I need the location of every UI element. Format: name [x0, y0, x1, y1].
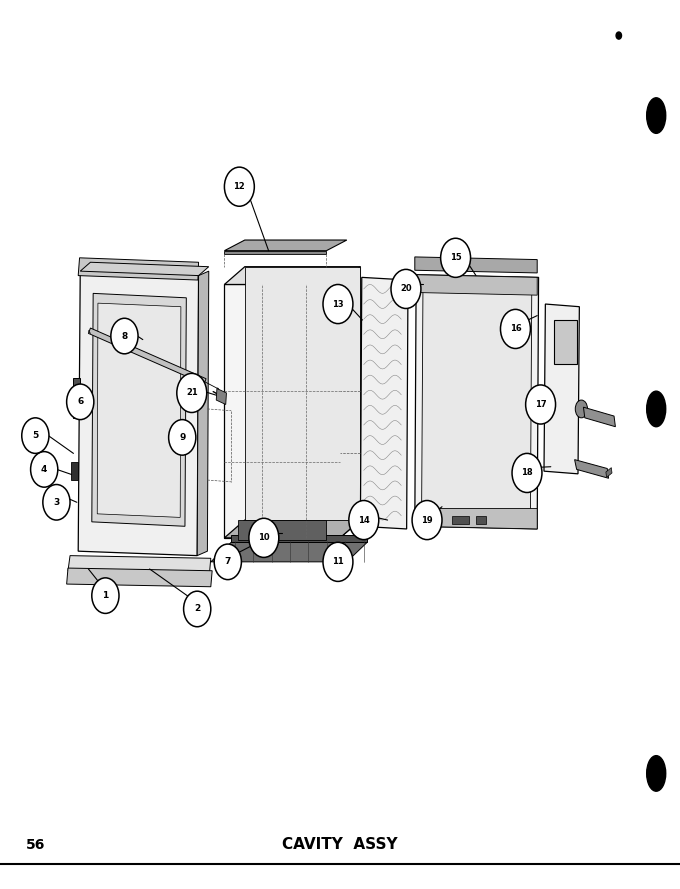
Polygon shape — [415, 509, 537, 529]
Polygon shape — [340, 267, 360, 538]
Text: 2: 2 — [194, 605, 201, 613]
Circle shape — [111, 318, 138, 354]
Polygon shape — [224, 240, 347, 251]
Text: 12: 12 — [233, 182, 245, 191]
Polygon shape — [224, 520, 245, 538]
Polygon shape — [360, 277, 408, 529]
Polygon shape — [452, 516, 469, 524]
Circle shape — [441, 238, 471, 277]
Ellipse shape — [647, 98, 666, 133]
Polygon shape — [415, 275, 537, 295]
Polygon shape — [422, 288, 532, 516]
Text: 14: 14 — [358, 516, 370, 525]
Polygon shape — [73, 391, 80, 418]
Circle shape — [323, 542, 353, 581]
Circle shape — [349, 501, 379, 540]
Polygon shape — [73, 378, 80, 387]
Text: 21: 21 — [186, 388, 198, 397]
Polygon shape — [575, 460, 609, 478]
Polygon shape — [68, 556, 211, 573]
Polygon shape — [476, 516, 486, 524]
Text: 8: 8 — [121, 332, 128, 340]
Circle shape — [616, 32, 622, 39]
Text: 6: 6 — [77, 397, 84, 406]
Polygon shape — [197, 271, 209, 556]
Circle shape — [22, 418, 49, 453]
Polygon shape — [88, 328, 206, 384]
Text: 17: 17 — [534, 400, 547, 409]
Ellipse shape — [647, 391, 666, 427]
Polygon shape — [71, 462, 78, 480]
Polygon shape — [224, 520, 360, 538]
Polygon shape — [224, 267, 360, 284]
Circle shape — [214, 544, 241, 580]
Circle shape — [43, 485, 70, 520]
Circle shape — [391, 269, 421, 308]
Circle shape — [184, 591, 211, 627]
Text: 1: 1 — [102, 591, 109, 600]
Polygon shape — [216, 388, 226, 404]
Circle shape — [500, 309, 530, 348]
Circle shape — [412, 501, 442, 540]
Text: 11: 11 — [332, 557, 344, 566]
Text: 5: 5 — [32, 431, 39, 440]
Polygon shape — [224, 251, 326, 254]
Polygon shape — [606, 468, 612, 477]
Text: CAVITY  ASSY: CAVITY ASSY — [282, 837, 398, 852]
Text: 7: 7 — [224, 557, 231, 566]
Text: 18: 18 — [521, 469, 533, 477]
Polygon shape — [211, 542, 367, 562]
Text: 15: 15 — [449, 253, 462, 262]
Polygon shape — [238, 520, 326, 540]
Polygon shape — [415, 257, 537, 273]
Circle shape — [526, 385, 556, 424]
Circle shape — [169, 420, 196, 455]
Text: 4: 4 — [41, 465, 48, 474]
Ellipse shape — [575, 400, 588, 418]
Polygon shape — [80, 262, 209, 276]
Text: 3: 3 — [53, 498, 60, 507]
Text: 10: 10 — [258, 533, 270, 542]
Polygon shape — [67, 568, 212, 587]
Text: 20: 20 — [400, 284, 412, 293]
Polygon shape — [583, 407, 615, 427]
Polygon shape — [415, 275, 539, 529]
Circle shape — [323, 284, 353, 324]
Polygon shape — [97, 303, 181, 517]
Circle shape — [92, 578, 119, 613]
Text: 16: 16 — [509, 324, 522, 333]
Polygon shape — [224, 284, 340, 538]
Polygon shape — [554, 320, 577, 364]
Polygon shape — [78, 271, 199, 556]
Text: 9: 9 — [179, 433, 186, 442]
Circle shape — [512, 453, 542, 493]
Circle shape — [224, 167, 254, 206]
Polygon shape — [544, 304, 579, 474]
Polygon shape — [231, 535, 367, 542]
Polygon shape — [245, 267, 360, 520]
Circle shape — [177, 373, 207, 412]
Circle shape — [67, 384, 94, 420]
Text: 13: 13 — [332, 300, 344, 308]
Polygon shape — [78, 258, 199, 280]
Text: 56: 56 — [26, 837, 45, 852]
Text: 19: 19 — [421, 516, 433, 525]
Ellipse shape — [647, 756, 666, 791]
Circle shape — [31, 452, 58, 487]
Polygon shape — [92, 293, 186, 526]
Circle shape — [249, 518, 279, 557]
